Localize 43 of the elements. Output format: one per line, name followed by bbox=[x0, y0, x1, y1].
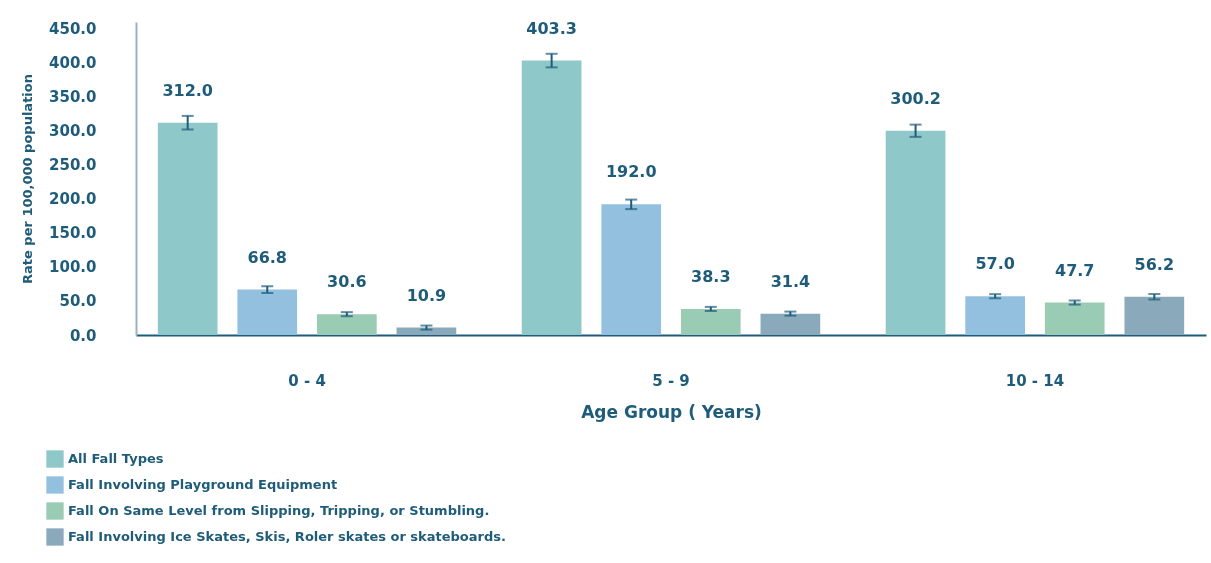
y-tick-label: 50.0 bbox=[59, 292, 97, 311]
y-tick-label: 400.0 bbox=[49, 54, 97, 73]
bar bbox=[965, 296, 1025, 335]
bar bbox=[885, 130, 946, 335]
bar bbox=[521, 60, 582, 335]
data-label: 300.2 bbox=[890, 88, 941, 108]
x-tick-label: 0 - 4 bbox=[288, 371, 326, 390]
legend-label: All Fall Types bbox=[68, 451, 164, 466]
y-tick-label: 200.0 bbox=[49, 190, 97, 209]
data-label: 30.6 bbox=[327, 272, 367, 292]
y-tick-label: 350.0 bbox=[49, 88, 97, 107]
y-tick-label: 300.0 bbox=[49, 122, 97, 141]
data-label: 403.3 bbox=[526, 18, 577, 38]
legend-label: Fall Involving Playground Equipment bbox=[68, 477, 338, 492]
legend-label: Fall Involving Ice Skates, Skis, Roler skates or skateboards. bbox=[68, 529, 506, 544]
bar bbox=[237, 289, 298, 335]
y-tick-label: 100.0 bbox=[49, 258, 97, 277]
data-label: 192.0 bbox=[605, 162, 657, 182]
data-label: 47.7 bbox=[1054, 260, 1095, 280]
bar bbox=[396, 327, 457, 335]
bar bbox=[1124, 296, 1185, 335]
legend-label: Fall On Same Level from Slipping, Tripping, or Stumbling. bbox=[68, 503, 490, 518]
bar bbox=[601, 204, 662, 335]
y-tick-label: 450.0 bbox=[49, 20, 97, 39]
x-axis-title: Age Group ( Years) bbox=[581, 401, 762, 422]
y-tick-label: 0.0 bbox=[69, 326, 97, 345]
y-tick-label: 250.0 bbox=[49, 156, 97, 175]
bar bbox=[317, 314, 377, 335]
y-axis-title: Rate per 100,000 population bbox=[20, 73, 36, 285]
x-tick-label: 10 - 14 bbox=[1005, 371, 1065, 390]
bar bbox=[760, 313, 821, 335]
data-label: 10.9 bbox=[406, 285, 447, 305]
data-label: 66.8 bbox=[247, 247, 288, 267]
data-label: 38.3 bbox=[691, 266, 731, 286]
bar bbox=[1044, 302, 1105, 335]
data-label: 312.0 bbox=[162, 80, 213, 100]
bar bbox=[157, 122, 218, 335]
data-label: 57.0 bbox=[975, 254, 1015, 274]
data-label: 56.2 bbox=[1134, 254, 1175, 274]
x-tick-label: 5 - 9 bbox=[652, 371, 690, 390]
y-tick-label: 150.0 bbox=[49, 224, 97, 243]
bar bbox=[680, 308, 741, 335]
data-label: 31.4 bbox=[770, 271, 811, 291]
